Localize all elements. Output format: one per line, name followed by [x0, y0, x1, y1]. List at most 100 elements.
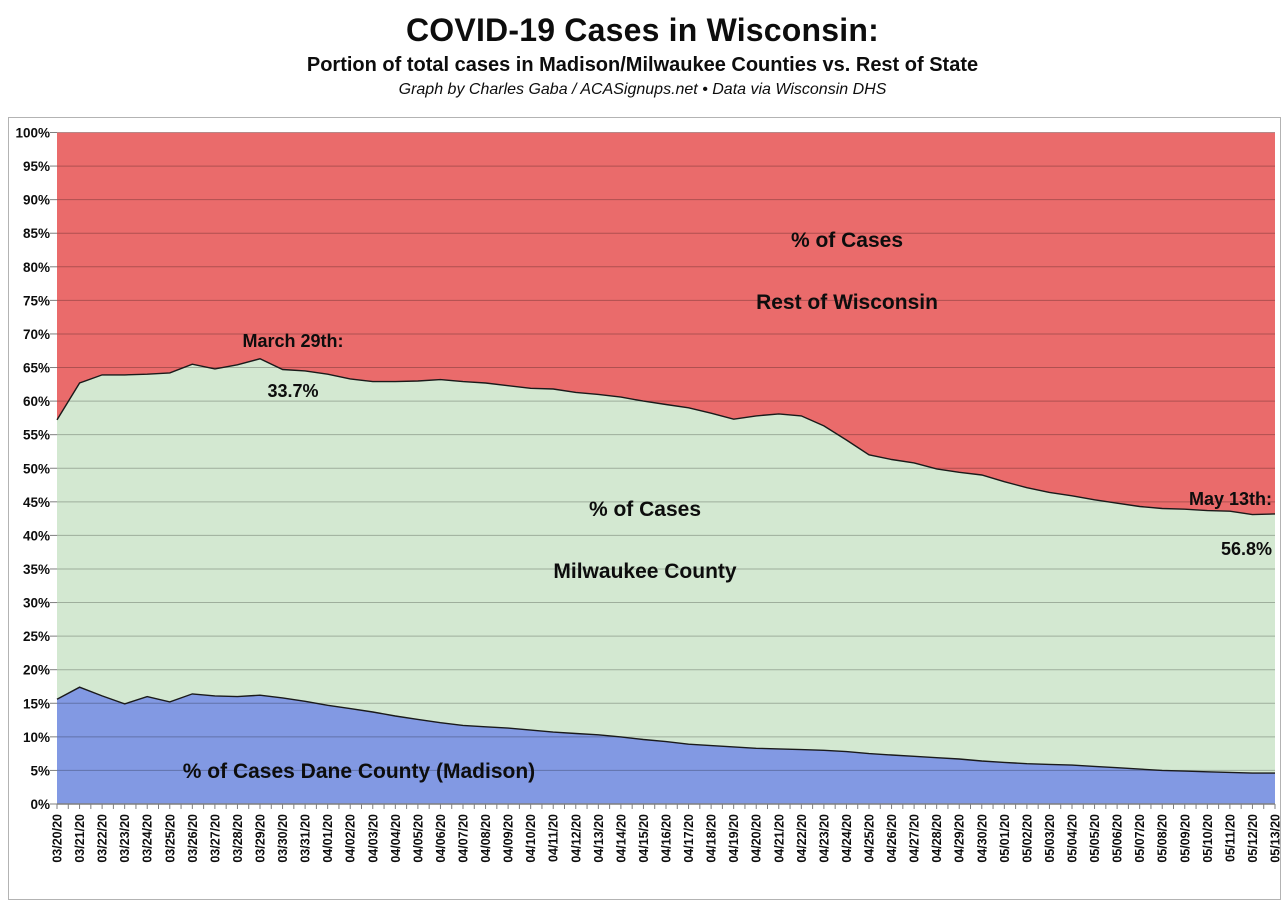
x-tick-label: 04/21/20	[772, 814, 786, 863]
y-tick-label: 30%	[23, 596, 50, 611]
y-tick-label: 55%	[23, 428, 50, 443]
x-tick-label: 04/25/20	[863, 814, 877, 863]
x-tick-label: 05/05/20	[1088, 814, 1102, 863]
y-tick-label: 25%	[23, 629, 50, 644]
x-tick-label: 04/16/20	[660, 814, 674, 863]
x-tick-label: 04/03/20	[366, 814, 380, 863]
series-milwaukee-area	[57, 358, 1275, 804]
x-tick-label: 03/28/20	[231, 814, 245, 863]
x-tick-label: 04/23/20	[817, 814, 831, 863]
x-tick-label: 04/12/20	[569, 814, 583, 863]
chart-byline: Graph by Charles Gaba / ACASignups.net •…	[398, 81, 887, 98]
y-tick-label: 40%	[23, 528, 50, 543]
x-tick-label: 04/29/20	[953, 814, 967, 863]
x-tick-label: 04/05/20	[411, 814, 425, 863]
y-tick-label: 90%	[23, 193, 50, 208]
milwaukee-boundary-line	[56, 358, 1276, 516]
y-tick-label: 50%	[23, 461, 50, 476]
x-tick-label: 05/01/20	[998, 814, 1012, 863]
y-axis-labels: 0% 5% 10% 15% 20% 25% 30% 35% 40% 45% 50% 55% 60% 65%…	[15, 126, 50, 813]
series-outlines	[56, 358, 1276, 774]
y-tick-label: 85%	[23, 226, 50, 241]
x-tick-label: 04/14/20	[614, 814, 628, 863]
annotation-peak-date: March 29th:	[242, 331, 344, 351]
x-tick-label: 03/24/20	[141, 814, 155, 863]
area-label-rest-line1: % of Cases	[790, 229, 904, 252]
x-tick-label: 03/31/20	[299, 814, 313, 863]
x-tick-label: 05/13/20	[1269, 814, 1283, 863]
y-tick-label: 60%	[23, 394, 50, 409]
x-tick-label: 03/27/20	[208, 814, 222, 863]
plot-area	[57, 132, 1275, 804]
y-tick-label: 20%	[23, 663, 50, 678]
area-label-rest-line2: Rest of Wisconsin	[756, 291, 938, 314]
x-tick-label: 04/19/20	[727, 814, 741, 863]
annotation-may-13-latest: May 13th: 56.8%	[1072, 462, 1272, 587]
y-tick-label: 95%	[23, 159, 50, 174]
x-tick-label: 04/27/20	[908, 814, 922, 863]
x-axis	[56, 803, 1276, 809]
y-tick-label: 75%	[23, 293, 50, 308]
x-tick-label: 05/11/20	[1223, 814, 1237, 862]
annotation-latest-value: 56.8%	[1220, 539, 1272, 559]
x-tick-label: 04/09/20	[502, 814, 516, 863]
x-tick-label: 04/02/20	[344, 814, 358, 863]
y-tick-label: 70%	[23, 327, 50, 342]
x-tick-label: 04/17/20	[682, 814, 696, 863]
x-tick-label: 05/06/20	[1111, 814, 1125, 863]
annotation-latest-date: May 13th:	[1188, 489, 1272, 509]
y-tick-label: 5%	[30, 763, 50, 778]
x-tick-label: 04/13/20	[592, 814, 606, 863]
x-tick-label: 03/25/20	[163, 814, 177, 863]
x-tick-label: 04/07/20	[457, 814, 471, 863]
x-tick-label: 04/24/20	[840, 814, 854, 863]
x-tick-label: 04/18/20	[705, 814, 719, 863]
chart-title: COVID-19 Cases in Wisconsin:	[406, 12, 879, 48]
annotation-march-29-peak: March 29th: 33.7%	[173, 304, 413, 429]
area-label-rest-of-wisconsin: % of Cases Rest of Wisconsin	[647, 194, 1047, 349]
annotation-peak-value: 33.7%	[267, 381, 319, 401]
x-tick-label: 05/12/20	[1246, 814, 1260, 863]
x-tick-label: 03/29/20	[254, 814, 268, 863]
x-tick-label: 03/30/20	[276, 814, 290, 863]
chart-subtitle: Portion of total cases in Madison/Milwau…	[306, 54, 979, 76]
x-tick-label: 03/20/20	[51, 814, 65, 863]
x-tick-label: 05/02/20	[1020, 814, 1034, 863]
x-tick-label: 04/11/20	[547, 814, 561, 862]
chart-header: COVID-19 Cases in Wisconsin: Portion of …	[0, 10, 1285, 100]
x-tick-label: 05/10/20	[1201, 814, 1215, 863]
x-tick-label: 03/22/20	[96, 814, 110, 863]
y-tick-label: 10%	[23, 730, 50, 745]
y-tick-label: 35%	[23, 562, 50, 577]
y-tick-label: 0%	[30, 797, 50, 812]
x-tick-label: 04/26/20	[885, 814, 899, 863]
area-label-dane-county: % of Cases Dane County (Madison)	[182, 760, 536, 783]
x-tick-label: 05/04/20	[1066, 814, 1080, 863]
x-tick-label: 05/03/20	[1043, 814, 1057, 863]
x-tick-label: 04/10/20	[524, 814, 538, 863]
y-tick-label: 80%	[23, 260, 50, 275]
x-axis-labels: 03/20/20 03/21/20 03/22/20 03/23/20 03/24/20…	[51, 814, 1283, 863]
y-tick-label: 100%	[15, 126, 50, 141]
x-tick-label: 03/23/20	[118, 814, 132, 863]
y-axis-ticks	[50, 132, 57, 805]
area-label-milwaukee-line2: Milwaukee County	[553, 560, 737, 583]
x-tick-label: 03/26/20	[186, 814, 200, 863]
x-tick-label: 04/01/20	[321, 814, 335, 863]
x-tick-label: 04/20/20	[750, 814, 764, 863]
y-tick-label: 15%	[23, 696, 50, 711]
gridlines	[57, 132, 1275, 771]
x-tick-label: 04/04/20	[389, 814, 403, 863]
x-tick-label: 03/21/20	[73, 814, 87, 863]
y-tick-label: 45%	[23, 495, 50, 510]
series-dane-area	[57, 687, 1275, 804]
area-label-milwaukee-line1: % of Cases	[588, 498, 702, 521]
x-tick-label: 04/22/20	[795, 814, 809, 863]
area-label-milwaukee-county: % of Cases Milwaukee County	[445, 463, 845, 618]
x-tick-label: 04/08/20	[479, 814, 493, 863]
dane-boundary-line	[56, 686, 1275, 774]
x-tick-label: 04/15/20	[637, 814, 651, 863]
x-tick-label: 05/09/20	[1178, 814, 1192, 863]
